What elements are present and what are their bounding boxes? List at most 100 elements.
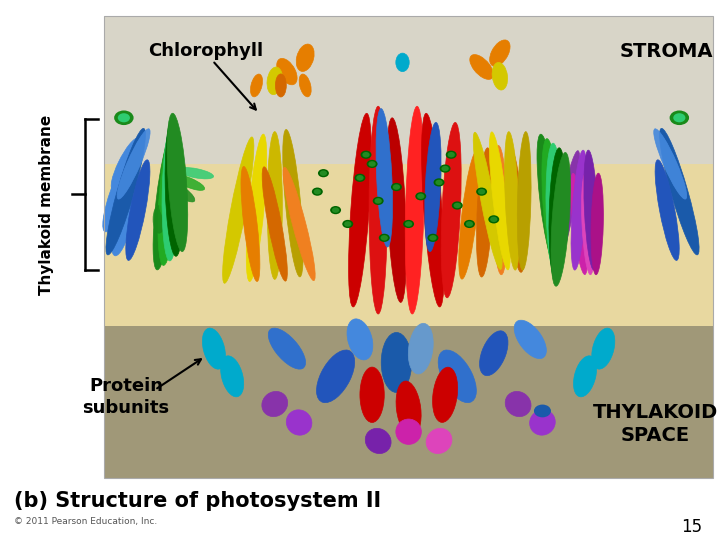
- Ellipse shape: [405, 106, 424, 314]
- Ellipse shape: [505, 132, 519, 270]
- Circle shape: [391, 183, 402, 191]
- Circle shape: [344, 221, 351, 227]
- Ellipse shape: [537, 134, 560, 268]
- Circle shape: [476, 187, 487, 196]
- Text: THYLAKOID
SPACE: THYLAKOID SPACE: [593, 403, 718, 445]
- Circle shape: [670, 111, 689, 125]
- Ellipse shape: [592, 328, 615, 369]
- Circle shape: [440, 165, 451, 173]
- Circle shape: [314, 189, 321, 194]
- Circle shape: [433, 178, 444, 186]
- Circle shape: [466, 221, 473, 227]
- Ellipse shape: [530, 410, 555, 435]
- Ellipse shape: [549, 148, 567, 282]
- Ellipse shape: [167, 181, 195, 202]
- Ellipse shape: [654, 129, 687, 199]
- Ellipse shape: [369, 106, 387, 314]
- Ellipse shape: [348, 113, 372, 307]
- Ellipse shape: [246, 134, 266, 281]
- Ellipse shape: [172, 174, 204, 191]
- Circle shape: [362, 152, 369, 158]
- Circle shape: [381, 235, 388, 240]
- Ellipse shape: [153, 132, 177, 270]
- Circle shape: [478, 189, 485, 194]
- Ellipse shape: [262, 167, 287, 281]
- Ellipse shape: [347, 319, 373, 360]
- Ellipse shape: [365, 428, 391, 454]
- Ellipse shape: [660, 129, 699, 255]
- Ellipse shape: [396, 381, 421, 436]
- Ellipse shape: [655, 160, 679, 260]
- Bar: [104, 16, 713, 164]
- Ellipse shape: [433, 367, 458, 422]
- Ellipse shape: [574, 356, 597, 397]
- Ellipse shape: [111, 138, 140, 190]
- Ellipse shape: [492, 63, 508, 90]
- Ellipse shape: [514, 320, 546, 359]
- Ellipse shape: [241, 166, 260, 281]
- Circle shape: [415, 192, 426, 200]
- Ellipse shape: [387, 118, 407, 302]
- Circle shape: [441, 166, 449, 171]
- Ellipse shape: [269, 328, 305, 369]
- Circle shape: [454, 202, 461, 208]
- Ellipse shape: [477, 148, 492, 277]
- Circle shape: [451, 201, 463, 210]
- Ellipse shape: [546, 143, 563, 277]
- Ellipse shape: [117, 129, 150, 199]
- Ellipse shape: [426, 428, 452, 454]
- Ellipse shape: [396, 53, 409, 72]
- Text: (b) Structure of photosystem II: (b) Structure of photosystem II: [14, 491, 382, 511]
- Circle shape: [332, 207, 339, 213]
- Ellipse shape: [480, 331, 508, 376]
- Ellipse shape: [106, 129, 145, 255]
- Text: Chlorophyll: Chlorophyll: [148, 42, 263, 60]
- Text: Protein
subunits: Protein subunits: [82, 377, 170, 417]
- Ellipse shape: [163, 188, 184, 213]
- Ellipse shape: [490, 40, 510, 66]
- Ellipse shape: [425, 123, 441, 252]
- Text: Thylakoid membrane: Thylakoid membrane: [40, 115, 54, 295]
- Circle shape: [354, 174, 366, 182]
- Ellipse shape: [473, 132, 502, 269]
- Circle shape: [369, 161, 376, 167]
- Ellipse shape: [317, 350, 355, 403]
- Ellipse shape: [287, 410, 312, 435]
- Circle shape: [356, 175, 364, 180]
- Circle shape: [490, 217, 498, 222]
- Ellipse shape: [517, 132, 531, 270]
- Ellipse shape: [126, 160, 150, 260]
- Ellipse shape: [162, 123, 181, 261]
- Circle shape: [428, 234, 438, 242]
- Circle shape: [405, 221, 413, 227]
- Ellipse shape: [492, 145, 508, 275]
- Circle shape: [417, 193, 424, 199]
- Circle shape: [366, 160, 377, 168]
- Ellipse shape: [267, 132, 282, 279]
- Circle shape: [361, 151, 372, 159]
- Bar: [104, 326, 713, 478]
- Ellipse shape: [153, 206, 165, 233]
- Text: 15: 15: [681, 517, 702, 536]
- Ellipse shape: [591, 173, 603, 275]
- Ellipse shape: [469, 55, 493, 79]
- Ellipse shape: [283, 130, 303, 277]
- Circle shape: [534, 404, 551, 417]
- Text: © 2011 Pearson Education, Inc.: © 2011 Pearson Education, Inc.: [14, 517, 158, 525]
- Ellipse shape: [158, 127, 179, 266]
- Circle shape: [673, 113, 685, 123]
- Ellipse shape: [441, 123, 462, 298]
- Ellipse shape: [376, 109, 392, 247]
- Circle shape: [464, 220, 475, 228]
- Ellipse shape: [262, 392, 288, 417]
- Circle shape: [320, 171, 327, 176]
- Ellipse shape: [159, 197, 174, 224]
- Ellipse shape: [422, 113, 444, 307]
- Ellipse shape: [220, 356, 243, 397]
- Ellipse shape: [459, 150, 480, 279]
- Circle shape: [118, 113, 130, 123]
- Circle shape: [488, 215, 499, 224]
- Ellipse shape: [381, 333, 412, 393]
- Ellipse shape: [551, 152, 570, 286]
- Ellipse shape: [202, 328, 225, 369]
